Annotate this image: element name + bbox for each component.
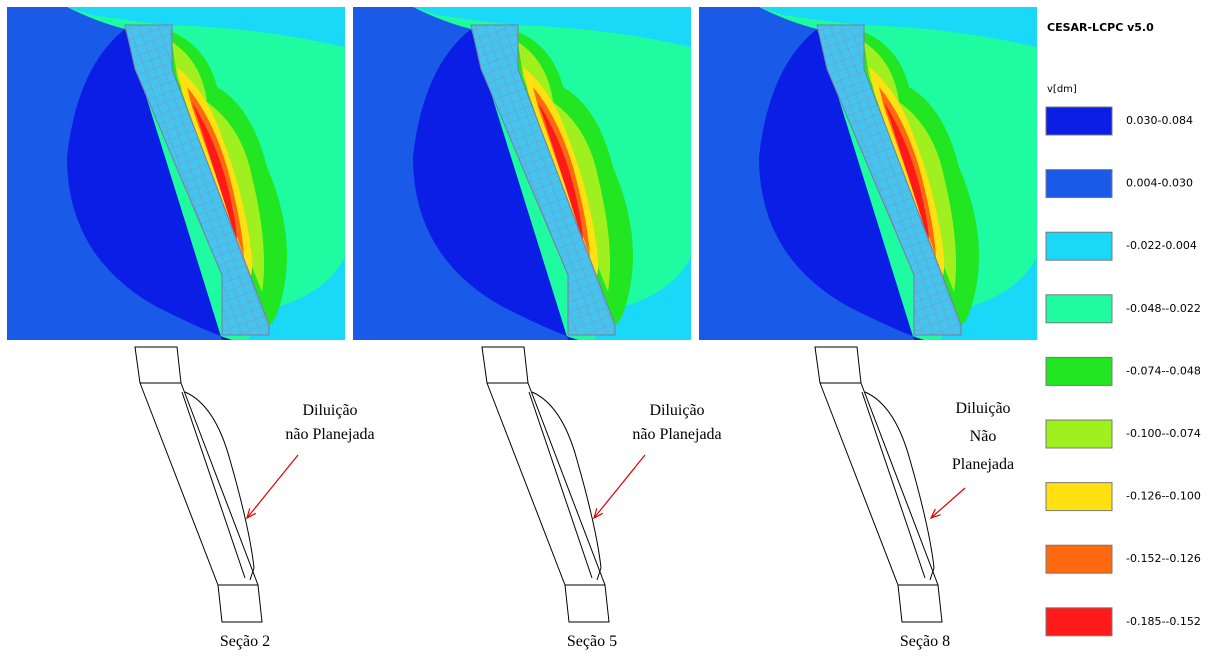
legend-label: -0.022-0.004 (1126, 239, 1197, 252)
section-label: Seção 2 (220, 633, 270, 650)
annotation-line: Planejada (952, 456, 1014, 473)
arrow-head (246, 508, 257, 520)
arrow-head (593, 508, 604, 520)
legend-label: -0.185--0.152 (1126, 615, 1201, 628)
legend-label: 0.004-0.030 (1126, 177, 1193, 190)
mesh-wall (124, 24, 270, 336)
legend-swatch (1045, 419, 1113, 449)
wall-outline (814, 346, 943, 623)
legend-label: -0.048--0.022 (1126, 302, 1201, 315)
arrow-line (246, 454, 299, 519)
contour-panel (699, 7, 1037, 340)
annotation-line: não Planejada (285, 426, 374, 443)
contour-region (67, 29, 232, 340)
section-sketch: Diluição não Planejada Seção 2 (134, 346, 375, 650)
legend-label: -0.100--0.074 (1126, 427, 1201, 440)
legend-label: 0.030-0.084 (1126, 114, 1193, 127)
legend-label: -0.074--0.048 (1126, 364, 1201, 377)
contour-region (67, 7, 345, 47)
legend-swatch (1045, 607, 1113, 637)
legend-swatch (1045, 106, 1113, 136)
contour-region (413, 29, 578, 340)
legend-swatch (1045, 294, 1113, 324)
arrow-line (930, 487, 966, 519)
dilution-bulge (864, 391, 935, 581)
software-title: CESAR-LCPC v5.0 (1047, 21, 1154, 34)
section-sketch: Diluição Não Planejada Seção 8 (814, 346, 1014, 650)
annotation-line: Diluição (302, 402, 357, 419)
legend-swatch (1045, 356, 1113, 386)
annotation-line: Não (970, 428, 997, 445)
arrow-head (929, 508, 941, 520)
arrow-line (593, 454, 646, 519)
mesh-wall (470, 24, 616, 336)
section-sketch: Diluição não Planejada Seção 5 (481, 346, 722, 650)
annotation-line: Diluição (955, 400, 1010, 417)
wall-outline (481, 346, 610, 623)
dilution-bulge (531, 391, 602, 581)
legend-label: -0.152--0.126 (1126, 552, 1201, 565)
wall-outline (134, 346, 263, 623)
annotation-line: Diluição (649, 402, 704, 419)
variable-label: v[dm] (1047, 84, 1077, 95)
contour-region (759, 7, 1037, 47)
legend-swatch (1045, 231, 1113, 261)
dilution-bulge (184, 391, 255, 581)
contour-region (413, 7, 691, 47)
contour-panel (7, 7, 345, 340)
section-label: Seção 8 (900, 633, 950, 650)
contour-panel (353, 7, 691, 340)
contour-region (759, 29, 924, 340)
legend-swatch (1045, 482, 1113, 512)
mesh-wall (816, 24, 962, 336)
section-label: Seção 5 (567, 633, 617, 650)
legend-swatch (1045, 169, 1113, 199)
legend-label: -0.126--0.100 (1126, 490, 1201, 503)
legend-swatch (1045, 544, 1113, 574)
annotation-line: não Planejada (632, 426, 721, 443)
